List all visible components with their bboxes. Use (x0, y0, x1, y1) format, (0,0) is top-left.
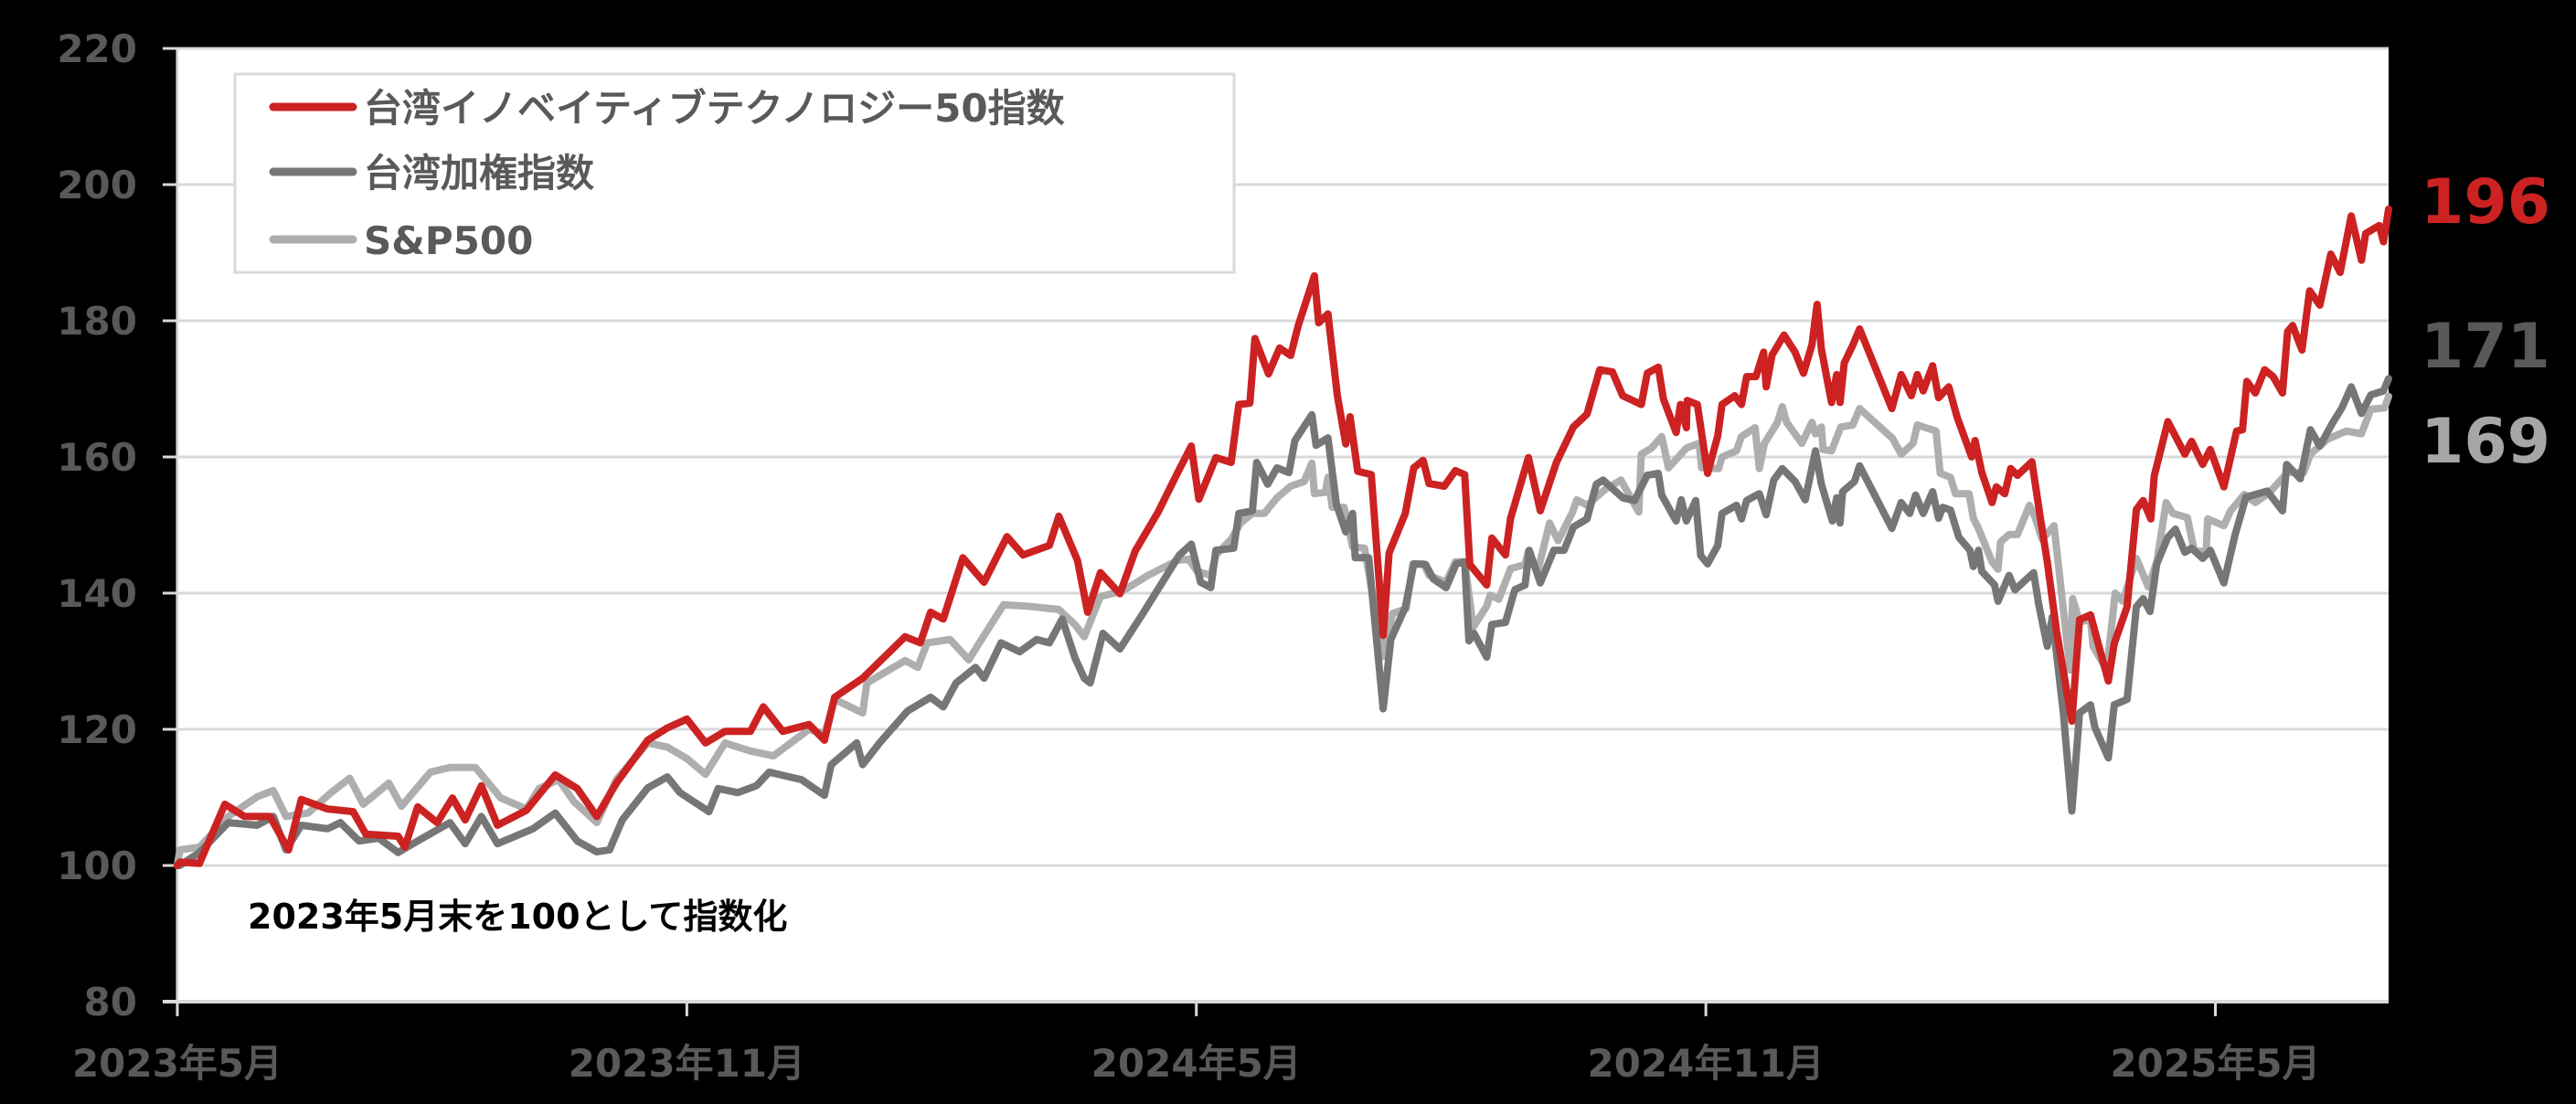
ytick-label: 120 (57, 707, 137, 752)
ytick-label: 160 (57, 435, 137, 480)
series-line-0 (174, 205, 2392, 869)
xtick-label: 2023年11月 (569, 1041, 805, 1086)
gridlines (177, 47, 2389, 867)
ytick-label: 140 (57, 571, 137, 616)
x-axis: 2023年5月 2023年11月 2024年5月 2024年11月 2025年5月 (72, 1000, 2389, 1086)
series-lines (174, 205, 2392, 869)
ytick-label: 220 (57, 27, 137, 71)
ytick-label: 80 (84, 980, 137, 1024)
legend-box (233, 72, 1236, 274)
xtick-label: 2024年5月 (1091, 1041, 1302, 1086)
ytick-label: 100 (57, 844, 137, 888)
ytick-label: 180 (57, 299, 137, 344)
index-base-annotation: 2023年5月末を100として指数化 (248, 897, 787, 937)
legend-label-taiwan-innovative-tech-50: 台湾イノベイティブテクノロジー50指数 (364, 86, 1065, 131)
ytick-label: 200 (57, 163, 137, 207)
legend-label-taiex: 台湾加権指数 (364, 151, 594, 196)
xtick-label: 2025年5月 (2110, 1041, 2320, 1086)
end-value-taiex: 171 (2421, 311, 2550, 383)
legend: 台湾イノベイティブテクノロジー50指数 台湾加権指数 S&P500 (233, 72, 1236, 274)
xtick-label: 2023年5月 (72, 1041, 282, 1086)
end-value-sp500: 169 (2421, 406, 2550, 478)
xtick-label: 2024年11月 (1587, 1041, 1824, 1086)
y-axis: 80 100 120 140 160 180 200 220 (57, 27, 179, 1024)
series-line-1 (174, 375, 2392, 869)
legend-label-sp500: S&P500 (364, 218, 533, 263)
end-value-taiwan-innovative-tech-50: 196 (2421, 166, 2550, 239)
